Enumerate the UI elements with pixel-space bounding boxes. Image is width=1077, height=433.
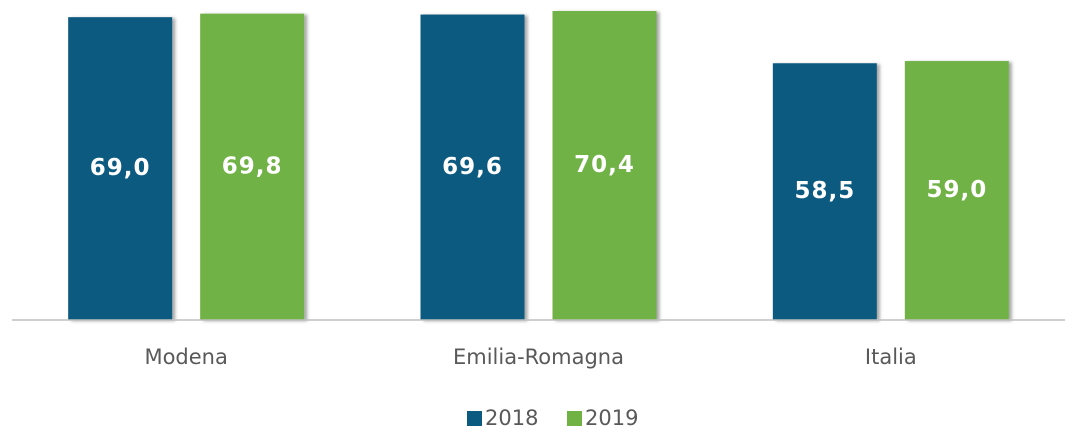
value-label: 58,5 xyxy=(794,178,855,204)
x-tick-label: Emilia-Romagna xyxy=(453,345,624,369)
x-tick-label: Italia xyxy=(865,345,917,369)
value-label: 69,0 xyxy=(90,155,151,181)
bar xyxy=(200,13,305,321)
legend-marker xyxy=(567,411,582,426)
legend-label: 2019 xyxy=(585,406,638,430)
x-tick-label: Modena xyxy=(144,345,227,369)
bar xyxy=(772,63,877,320)
legend-marker xyxy=(467,411,482,426)
value-label: 70,4 xyxy=(574,152,635,178)
bar xyxy=(552,11,657,321)
bar xyxy=(420,14,525,321)
bar xyxy=(68,17,173,321)
value-label: 69,8 xyxy=(222,153,283,179)
value-label: 69,6 xyxy=(442,154,503,180)
legend-label: 2018 xyxy=(485,406,538,430)
bar xyxy=(904,61,1009,321)
value-label: 59,0 xyxy=(926,177,987,203)
